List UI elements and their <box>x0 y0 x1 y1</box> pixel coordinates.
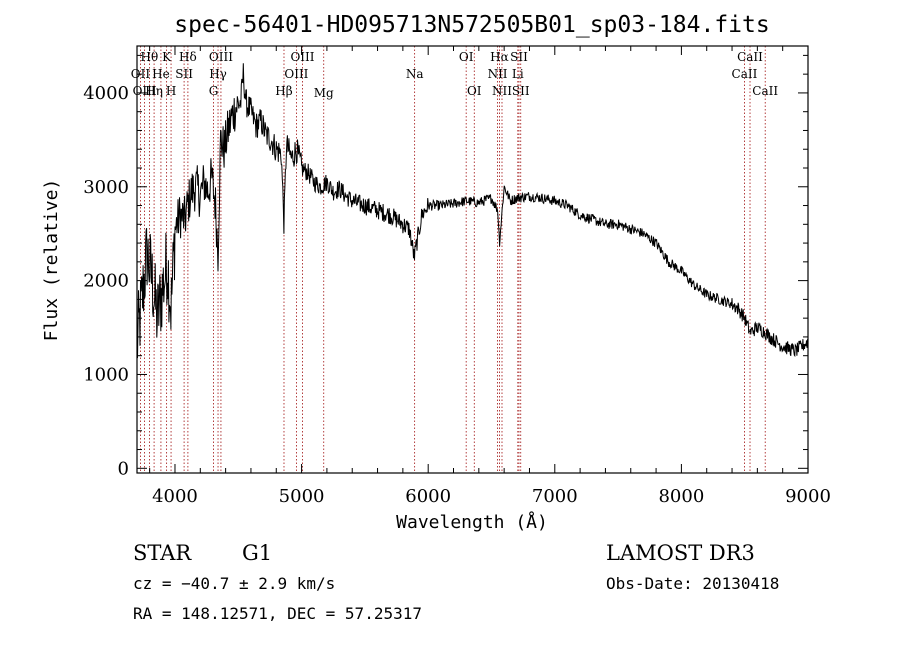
y-tick-label-2: 2000 <box>83 271 129 292</box>
reference-label-23: Li <box>512 67 524 81</box>
x-tick-label-4: 8000 <box>658 486 704 507</box>
y-tick-label-4: 4000 <box>83 83 129 104</box>
reference-label-16: Na <box>406 67 424 81</box>
reference-label-5: Hη <box>145 84 163 98</box>
redshift-text: cz = −40.7 ± 2.9 km/s <box>133 574 335 593</box>
reference-label-25: CaII <box>737 50 763 64</box>
reference-label-13: OIII <box>284 67 308 81</box>
x-tick-label-2: 6000 <box>405 486 451 507</box>
reference-label-0: Hθ <box>141 50 159 64</box>
reference-label-11: G <box>209 84 219 98</box>
reference-label-19: Hα <box>490 50 509 64</box>
x-axis: 4000 5000 6000 7000 8000 9000 <box>149 46 831 507</box>
y-axis-label: Flux (relative) <box>41 179 62 342</box>
reference-label-3: K <box>162 50 172 64</box>
reference-label-18: OI <box>467 84 482 98</box>
reference-label-17: OI <box>459 50 474 64</box>
reference-label-7: SII <box>175 67 193 81</box>
y-tick-label-1: 1000 <box>83 364 129 385</box>
reference-label-12: OIII <box>290 50 314 64</box>
x-axis-label: Wavelength (Å) <box>396 511 548 533</box>
reference-label-8: H <box>166 84 176 98</box>
chart-title: spec-56401-HD095713N572505B01_sp03-184.f… <box>174 12 769 38</box>
x-tick-label-5: 9000 <box>785 486 831 507</box>
reference-label-9: OIII <box>209 50 233 64</box>
y-tick-label-0: 0 <box>118 458 129 479</box>
spectrum-series <box>136 63 809 359</box>
coordinates-text: RA = 148.12571, DEC = 57.25317 <box>133 604 422 623</box>
obs-date-text: Obs-Date: 20130418 <box>606 574 779 593</box>
x-tick-label-3: 7000 <box>532 486 578 507</box>
reference-label-26: CaII <box>732 67 758 81</box>
x-tick-label-1: 5000 <box>279 486 325 507</box>
object-subclass: G1 <box>242 541 272 565</box>
reference-label-14: Hβ <box>275 84 292 98</box>
x-tick-label-0: 4000 <box>152 486 198 507</box>
object-class: STAR <box>133 541 192 565</box>
reference-label-24: SII <box>512 84 530 98</box>
reference-label-10: Hγ <box>209 67 227 81</box>
reference-label-22: SII <box>510 50 528 64</box>
plot-frame <box>136 45 809 474</box>
reference-label-20: NII <box>488 67 508 81</box>
reference-label-27: CaII <box>752 84 778 98</box>
reference-label-2: OIII <box>133 84 157 98</box>
survey-name: LAMOST DR3 <box>606 541 755 565</box>
reference-label-4: He <box>152 67 170 81</box>
reference-label-6: Hδ <box>179 50 197 64</box>
reference-label-15: Mg <box>314 86 334 100</box>
y-tick-label-3: 3000 <box>83 177 129 198</box>
spectrum-line <box>136 63 809 359</box>
y-axis: 0 1000 2000 3000 4000 <box>83 54 808 479</box>
reference-label-21: NII <box>492 84 512 98</box>
